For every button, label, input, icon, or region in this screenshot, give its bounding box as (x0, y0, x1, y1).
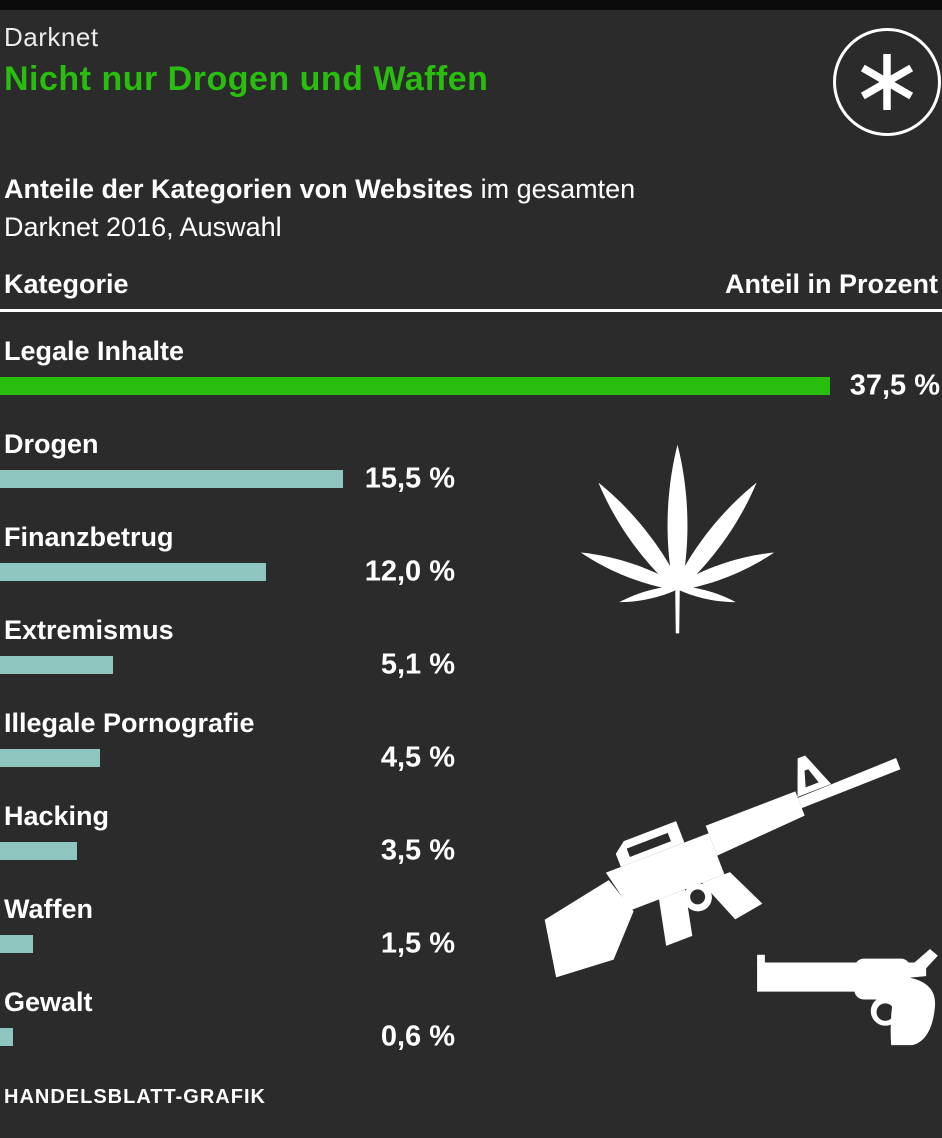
value-label: 1,5 % (380, 927, 455, 960)
category-label: Extremismus (4, 615, 174, 645)
value-label: 37,5 % (849, 369, 940, 402)
column-header-percent: Anteil in Prozent (724, 269, 938, 299)
column-header-category: Kategorie (4, 269, 129, 299)
chart-subtitle: Anteile der Kategorien von Websites im g… (4, 170, 834, 246)
value-label: 12,0 % (364, 555, 455, 588)
value-label: 0,6 % (380, 1020, 455, 1053)
chart-row-gewalt: Gewalt 0,6 % (0, 987, 942, 1080)
subtitle-bold: Anteile der Kategorien von Websites (4, 174, 474, 204)
top-accent-bar (0, 0, 942, 10)
category-label: Legale Inhalte (4, 336, 185, 366)
value-label: 5,1 % (380, 648, 455, 681)
bar-chart: Legale Inhalte 37,5 % Drogen 15,5 % Fina… (0, 336, 942, 1080)
chart-row-drogen: Drogen 15,5 % (0, 429, 942, 522)
value-label: 4,5 % (380, 741, 455, 774)
bar-waffen (0, 935, 34, 953)
category-label: Drogen (4, 429, 99, 459)
asterisk-badge[interactable] (832, 27, 942, 137)
category-label: Finanzbetrug (4, 522, 174, 552)
bar-drogen (0, 470, 344, 488)
chart-row-extremismus: Extremismus 5,1 % (0, 615, 942, 708)
value-label: 15,5 % (364, 462, 455, 495)
chart-row-finanzbetrug: Finanzbetrug 12,0 % (0, 522, 942, 615)
chart-row-hacking: Hacking 3,5 % (0, 801, 942, 894)
subtitle-line2: Darknet 2016, Auswahl (4, 212, 282, 242)
kicker-label: Darknet (4, 22, 99, 52)
bar-gewalt (0, 1028, 14, 1046)
source-credit: HANDELSBLATT-GRAFIK (4, 1086, 266, 1108)
bar-extremismus (0, 656, 113, 674)
asterisk-icon (832, 27, 942, 137)
header-divider (0, 309, 942, 312)
table-header: Kategorie Anteil in Prozent (4, 269, 938, 300)
value-label: 3,5 % (380, 834, 455, 867)
bar-finanzbetrug (0, 563, 266, 581)
chart-row-legale-inhalte: Legale Inhalte 37,5 % (0, 336, 942, 429)
bar-hacking (0, 842, 78, 860)
category-label: Waffen (4, 894, 93, 924)
chart-row-illegale-pornografie: Illegale Pornografie 4,5 % (0, 708, 942, 801)
category-label: Gewalt (4, 987, 93, 1017)
subtitle-regular: im gesamten (473, 174, 636, 204)
bar-legale-inhalte (0, 377, 830, 395)
bar-illegale-pornografie (0, 749, 100, 767)
category-label: Illegale Pornografie (4, 708, 255, 738)
chart-row-waffen: Waffen 1,5 % (0, 894, 942, 987)
category-label: Hacking (4, 801, 110, 831)
chart-title: Nicht nur Drogen und Waffen (4, 60, 489, 98)
